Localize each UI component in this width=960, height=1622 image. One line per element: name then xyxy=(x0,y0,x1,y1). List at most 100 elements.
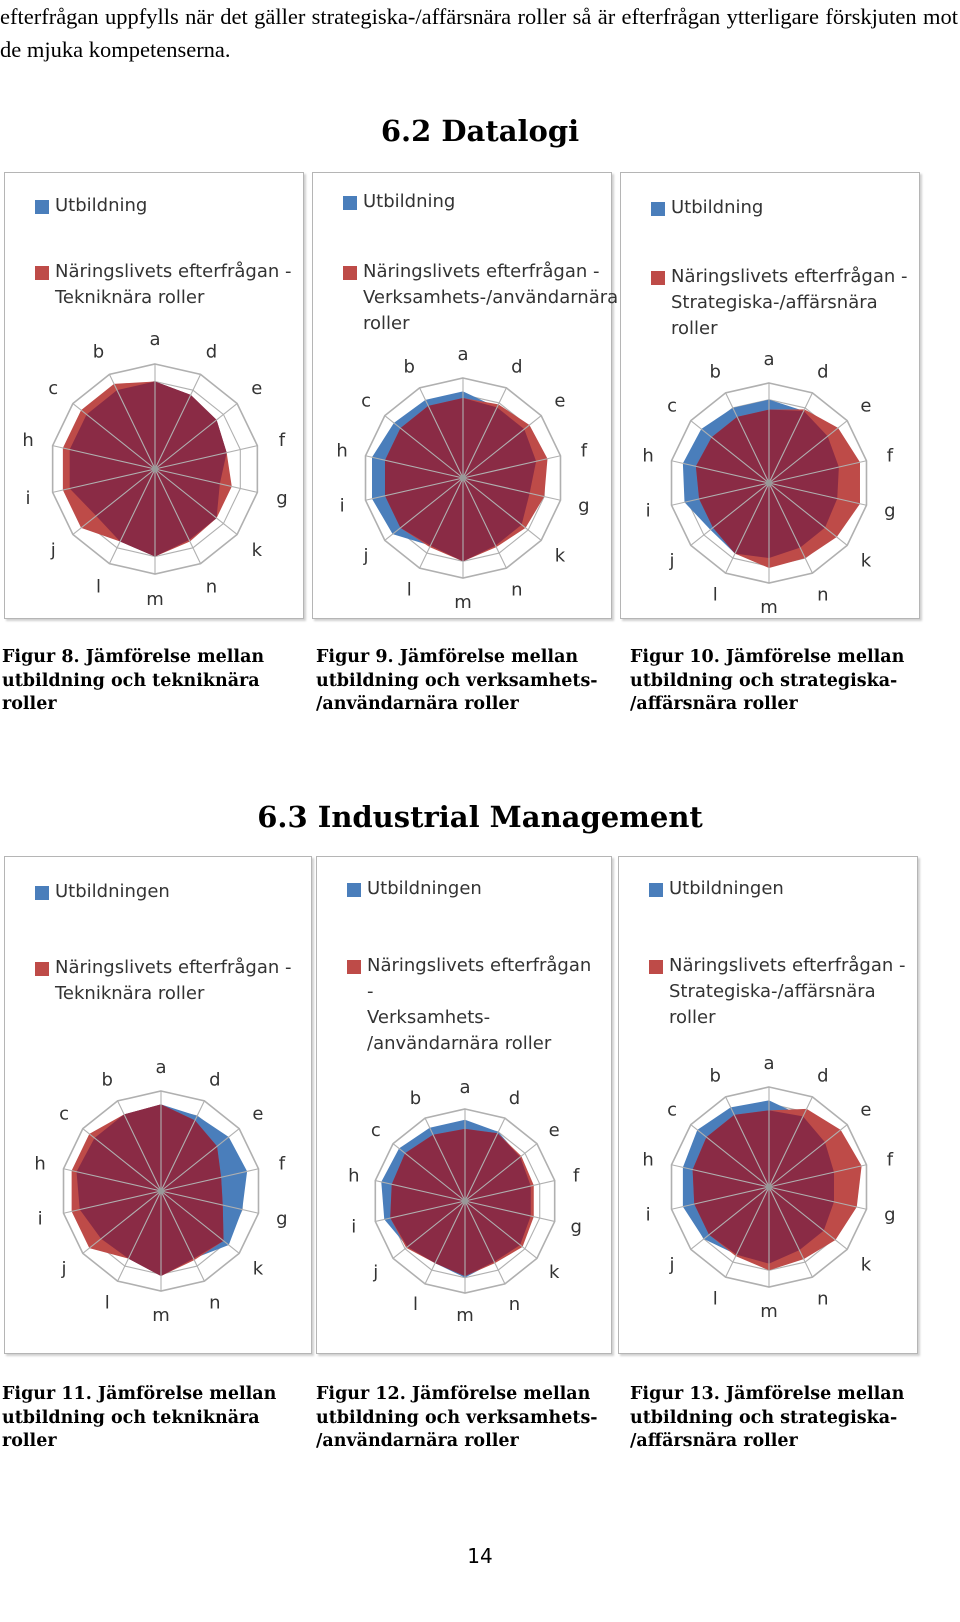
radar-spoke xyxy=(63,1190,162,1214)
radar-spoke xyxy=(108,468,156,564)
axis-label-g: g xyxy=(571,1216,582,1237)
legend-swatch-demand xyxy=(347,960,361,974)
radar-spoke xyxy=(671,1164,770,1188)
radar-spoke xyxy=(160,1168,259,1192)
axis-label-g: g xyxy=(276,488,287,509)
radar-spoke xyxy=(725,482,770,574)
legend-item-education: Utbildning xyxy=(343,189,603,215)
radar-spoke xyxy=(63,1168,162,1192)
legend-item-education: Utbildningen xyxy=(649,876,909,902)
radar-spoke xyxy=(154,445,258,470)
axis-label-e: e xyxy=(252,1104,263,1125)
legend-item-education: Utbildningen xyxy=(35,879,303,905)
radar-center xyxy=(765,479,773,487)
figure-caption-fig11: Figur 11. Jämförelse mellan utbildning o… xyxy=(2,1384,277,1451)
legend-item-education: Utbildning xyxy=(651,195,911,221)
radar-spoke xyxy=(768,482,848,546)
radar-spoke xyxy=(464,1200,538,1259)
page-number: 14 xyxy=(467,1544,493,1568)
radar-spoke xyxy=(768,1186,813,1278)
axis-label-m: m xyxy=(456,1305,474,1326)
radar-spoke xyxy=(768,392,813,484)
radar-spoke xyxy=(160,1190,205,1282)
axis-label-j: j xyxy=(372,1262,378,1283)
radar-spoke xyxy=(154,403,238,470)
radar-spoke xyxy=(725,1186,770,1278)
axis-label-c: c xyxy=(667,1100,677,1121)
series-area-overlap xyxy=(69,381,227,557)
legend-swatch-education xyxy=(35,200,49,214)
axis-label-n: n xyxy=(511,580,522,601)
radar-spoke xyxy=(392,1200,466,1259)
axis-label-n: n xyxy=(509,1294,520,1315)
radar-spoke xyxy=(725,392,770,484)
radar-spoke xyxy=(154,468,202,564)
radar-spoke xyxy=(117,1100,162,1192)
radar-spoke xyxy=(419,387,464,479)
axis-label-n: n xyxy=(206,576,217,597)
axis-label-c: c xyxy=(667,396,677,417)
legend-label-education: Utbildning xyxy=(363,191,456,212)
radar-center xyxy=(151,465,159,473)
axis-label-i: i xyxy=(340,496,345,517)
radar-chart-fig13: a d e f g k n m l j i h c b xyxy=(642,1053,895,1322)
axis-label-m: m xyxy=(454,592,472,613)
legend-swatch-education xyxy=(35,886,49,900)
radar-spoke xyxy=(768,482,813,574)
axis-label-g: g xyxy=(578,496,589,517)
radar-spoke xyxy=(768,420,848,484)
radar-chart-fig9: a d e f g k n m l j i h c b xyxy=(336,344,589,613)
axis-label-i: i xyxy=(351,1216,356,1237)
axis-label-k: k xyxy=(549,1262,560,1283)
radar-spoke xyxy=(392,1143,466,1202)
axis-label-d: d xyxy=(511,356,522,377)
axis-label-a: a xyxy=(763,1053,774,1074)
radar-spoke xyxy=(375,1179,466,1202)
series-area-overlap xyxy=(692,1110,834,1264)
legend-swatch-education xyxy=(347,883,361,897)
axis-label-a: a xyxy=(155,1057,166,1078)
legend-label-demand: Näringslivets efterfrågan - Strategiska-… xyxy=(669,955,906,1028)
legend-swatch-demand xyxy=(35,266,49,280)
axis-label-f: f xyxy=(887,1149,894,1170)
legend-item-demand: Näringslivets efterfrågan - Strategiska-… xyxy=(649,953,909,1031)
radar-spoke xyxy=(154,468,258,493)
axis-label-e: e xyxy=(549,1120,560,1141)
radar-spoke xyxy=(768,1186,848,1250)
axis-label-j: j xyxy=(61,1258,67,1279)
axis-label-d: d xyxy=(817,1065,828,1086)
axis-label-a: a xyxy=(149,329,160,350)
radar-spoke xyxy=(419,477,464,569)
axis-label-h: h xyxy=(348,1166,359,1187)
axis-label-f: f xyxy=(887,445,894,466)
axis-label-i: i xyxy=(38,1209,43,1230)
radar-spoke xyxy=(462,477,542,541)
axis-label-e: e xyxy=(554,391,565,412)
figure-caption-fig12: Figur 12. Jämförelse mellan utbildning o… xyxy=(316,1384,598,1451)
radar-chart-fig10: a d e f g k n m l j i h c b xyxy=(642,349,895,618)
radar-spoke xyxy=(154,374,202,470)
axis-label-m: m xyxy=(760,597,778,618)
axis-label-f: f xyxy=(279,430,286,451)
radar-center xyxy=(157,1187,165,1195)
radar-spoke xyxy=(464,1179,555,1202)
series-area-overlap xyxy=(76,1104,224,1276)
radar-spoke xyxy=(671,1186,770,1210)
axis-label-b: b xyxy=(93,342,104,363)
chart-panel-fig11: Utbildningen Näringslivets efterfrågan -… xyxy=(4,856,312,1354)
legend-label-education: Utbildningen xyxy=(55,881,170,902)
radar-spoke xyxy=(424,1200,466,1285)
chart-panel-fig10: Utbildning Näringslivets efterfrågan - S… xyxy=(620,172,920,619)
axis-label-f: f xyxy=(581,440,588,461)
radar-chart-fig11: a d e f g k n m l j i h c b xyxy=(34,1057,287,1326)
axis-label-d: d xyxy=(206,342,217,363)
axis-label-d: d xyxy=(817,361,828,382)
axis-label-d: d xyxy=(209,1069,220,1090)
radar-spoke xyxy=(464,1117,506,1202)
legend-swatch-demand xyxy=(651,271,665,285)
legend-swatch-education xyxy=(651,202,665,216)
axis-label-m: m xyxy=(146,589,164,610)
legend-swatch-demand xyxy=(343,266,357,280)
axis-label-a: a xyxy=(763,349,774,370)
radar-spoke xyxy=(768,1096,813,1188)
